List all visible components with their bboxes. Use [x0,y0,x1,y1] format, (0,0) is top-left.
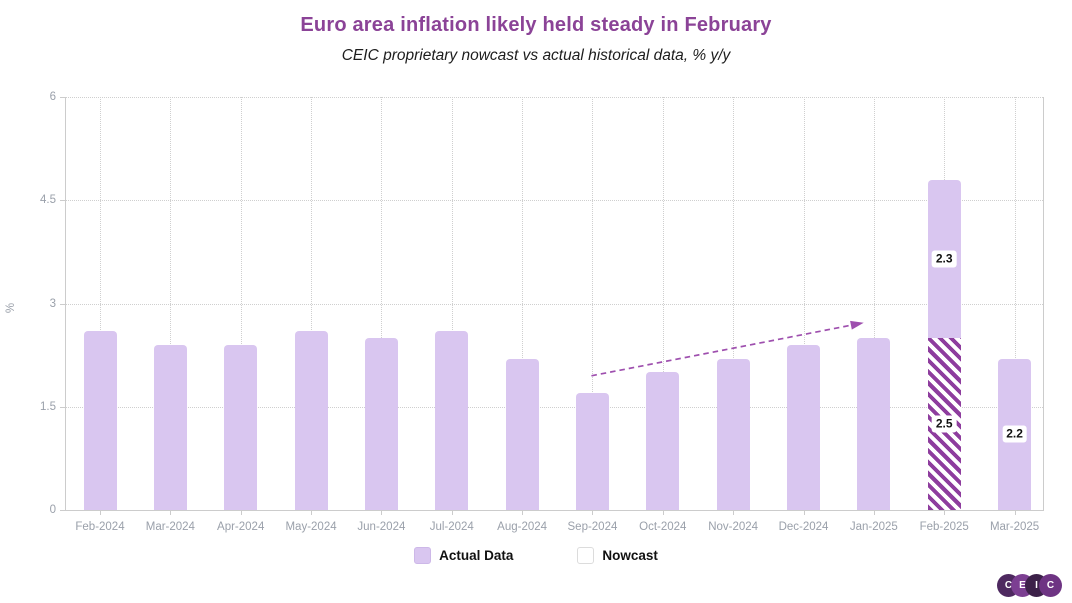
y-tick-label: 1.5 [40,400,56,413]
h-gridline [66,200,1043,202]
legend-item-nowcast[interactable]: Nowcast [577,547,658,564]
x-tick-label: Oct-2024 [639,521,687,533]
x-tick-label: Apr-2024 [217,521,265,533]
bar-actual [716,358,750,510]
bar-actual [857,337,891,510]
v-gridline [873,97,875,510]
x-tick-label: Dec-2024 [778,521,829,533]
v-gridline [100,97,101,510]
v-gridline [803,97,805,510]
bar-actual [646,372,680,510]
value-chip: 2.2 [1002,425,1027,443]
x-tick-mark [1014,510,1016,515]
value-chip: 2.5 [931,415,957,433]
x-tick-label: Sep-2024 [567,521,618,533]
bar-actual [435,331,469,510]
y-axis-title: % [5,302,18,314]
x-tick-mark [592,510,594,515]
bar-actual [787,344,820,510]
bar-actual [294,331,328,510]
y-tick-label: 0 [49,504,56,516]
v-gridline [170,97,172,510]
logo-letter-circle: C [1039,573,1062,597]
x-tick-label: Mar-2025 [989,521,1040,533]
bar-actual [364,337,398,510]
value-chip: 2.3 [931,250,957,268]
x-tick-label: Mar-2024 [145,521,195,533]
y-tick-mark [60,97,66,98]
legend-label: Nowcast [602,548,658,563]
v-gridline [733,97,735,510]
v-gridline [592,97,594,510]
bar-actual [224,344,258,510]
y-tick-mark [60,200,66,202]
x-tick-mark [170,510,172,515]
x-tick-label: Feb-2025 [919,521,969,533]
x-tick-mark [803,510,805,515]
y-tick-mark [60,406,66,408]
bar-actual [575,392,609,510]
chart-title: Euro area inflation likely held steady i… [300,14,772,36]
v-gridline [240,97,242,510]
chart-subtitle: CEIC proprietary nowcast vs actual histo… [341,47,731,64]
x-tick-mark [662,510,664,515]
legend-item-actual-data[interactable]: Actual Data [414,547,513,564]
bar-actual [153,344,187,510]
x-tick-mark [311,510,313,515]
x-tick-mark [944,510,946,515]
x-tick-label: Jul-2024 [429,521,474,533]
nowcast-swatch-icon [577,547,595,564]
bar-actual [83,331,117,510]
y-tick-label: 4.5 [40,194,56,207]
legend: Actual Data Nowcast [0,547,1072,564]
x-tick-mark [240,510,242,515]
h-gridline [66,97,1043,98]
x-tick-label: Nov-2024 [708,521,759,533]
h-gridline [66,406,1043,408]
x-tick-label: Jan-2025 [849,521,898,533]
plot-area: 0 1.5 3 4.5 6 Feb-2024 Mar-2024 Apr-2024 May-202… [40,91,1044,533]
v-gridline [451,97,453,510]
actual-data-swatch-icon [414,547,432,564]
v-gridline [311,97,313,510]
v-gridline [1014,97,1016,510]
x-tick-label: May-2024 [285,521,337,533]
x-tick-mark [873,510,875,515]
legend-label: Actual Data [439,548,514,563]
bar-actual [505,358,539,510]
x-tick-label: Jun-2024 [357,521,406,533]
x-tick-label: Feb-2024 [75,521,125,533]
x-tick-mark [100,510,101,515]
y-tick-mark [60,303,66,305]
y-tick-label: 6 [49,91,56,103]
x-tick-mark [451,510,453,515]
h-gridline [66,303,1043,305]
v-gridline [522,97,524,510]
x-tick-label: Aug-2024 [497,521,548,533]
x-tick-mark [733,510,735,515]
v-gridline [662,97,664,510]
v-gridline [381,97,383,510]
x-tick-mark [381,510,383,515]
y-tick-label: 3 [49,297,56,310]
x-tick-mark [522,510,524,515]
y-tick-mark [60,510,66,511]
